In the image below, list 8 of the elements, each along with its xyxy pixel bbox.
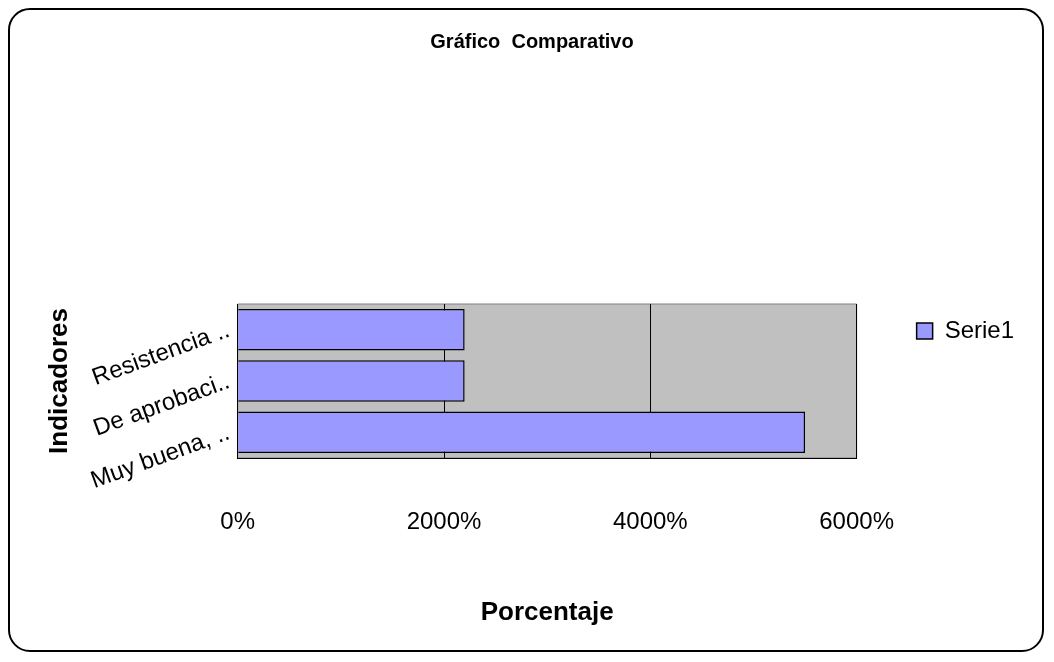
legend-label: Serie1 [944, 315, 1014, 343]
x-tick-label: 4000% [612, 507, 688, 535]
x-axis-title: Porcentaje [480, 595, 614, 626]
x-tick-label: 2000% [406, 507, 482, 535]
x-tick-label: 0% [220, 507, 256, 535]
chart-title: Gráfico Comparativo [430, 29, 634, 52]
x-tick-label: 6000% [819, 507, 894, 535]
y-axis-title: Indicadores [42, 308, 73, 454]
